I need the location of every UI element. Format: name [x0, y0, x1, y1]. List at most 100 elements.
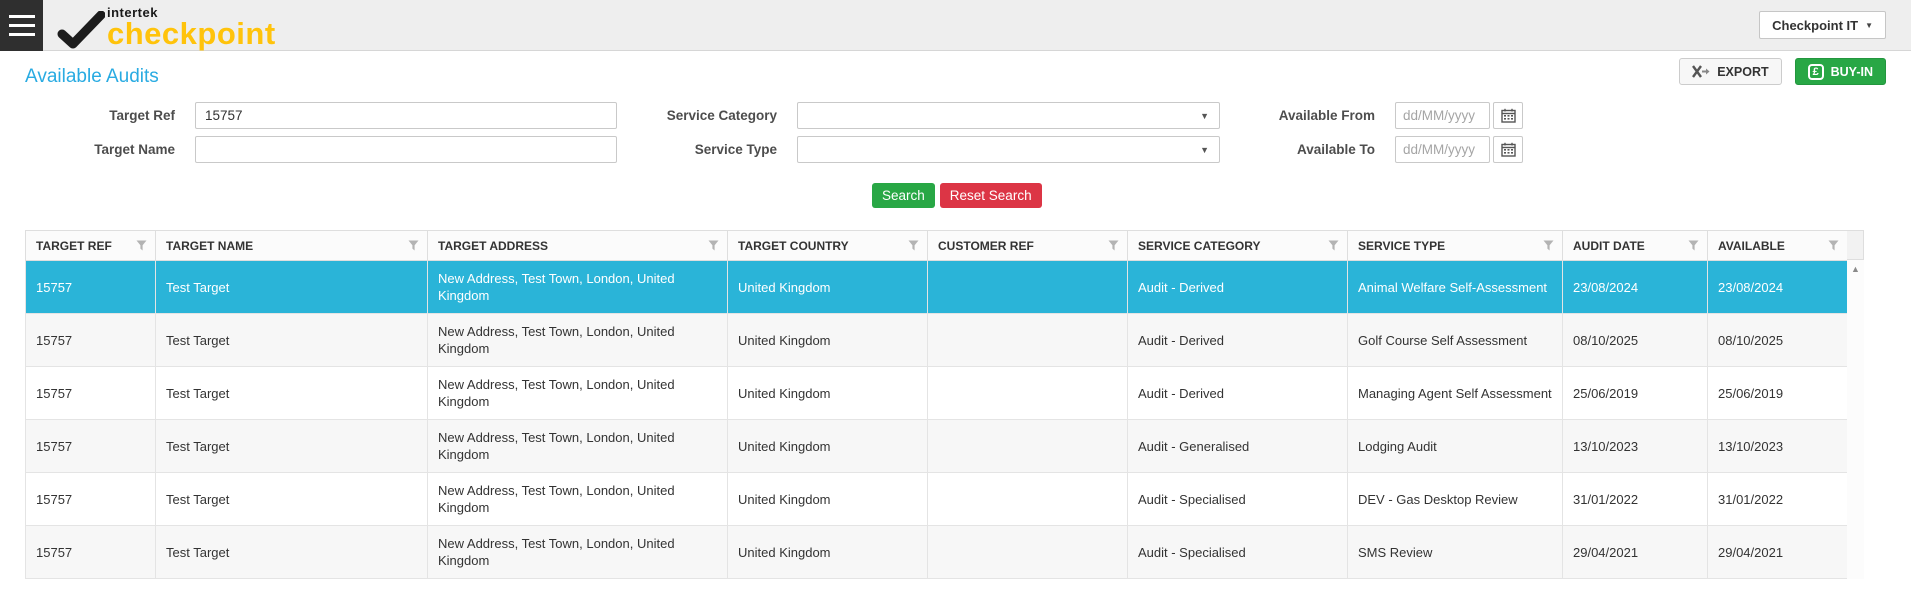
table-cell[interactable]: Test Target [155, 366, 428, 420]
column-header[interactable]: TARGET REF [25, 230, 156, 261]
pound-icon: £ [1807, 63, 1824, 80]
table-cell[interactable]: 15757 [25, 419, 156, 473]
table-cell[interactable]: New Address, Test Town, London, United K… [427, 472, 728, 526]
table-cell[interactable]: 23/08/2024 [1707, 260, 1848, 314]
table-cell[interactable]: Audit - Derived [1127, 313, 1348, 367]
filter-icon[interactable] [1108, 240, 1119, 251]
target-name-input[interactable] [195, 136, 617, 163]
column-header[interactable]: AVAILABLE [1707, 230, 1848, 261]
service-type-select[interactable]: ▼ [797, 136, 1220, 163]
table-cell[interactable]: Test Target [155, 260, 428, 314]
filter-icon[interactable] [908, 240, 919, 251]
table-cell[interactable]: Managing Agent Self Assessment [1347, 366, 1563, 420]
table-cell[interactable]: 08/10/2025 [1562, 313, 1708, 367]
menu-icon [8, 14, 35, 18]
table-row[interactable]: 15757 Test Target New Address, Test Town, … [25, 366, 1848, 420]
filter-icon[interactable] [1328, 240, 1339, 251]
filter-icon[interactable] [136, 240, 147, 251]
search-button[interactable]: Search [872, 183, 935, 208]
buy-in-label: BUY-IN [1830, 64, 1873, 79]
caret-down-icon: ▼ [1200, 145, 1209, 155]
table-cell[interactable]: Golf Course Self Assessment [1347, 313, 1563, 367]
table-header-row: TARGET REF TARGET NAME TARGET ADDRESS TA… [25, 230, 1848, 261]
table-cell[interactable]: 25/06/2019 [1562, 366, 1708, 420]
table-cell[interactable] [927, 472, 1128, 526]
table-scrollbar[interactable]: ▲ [1847, 230, 1864, 579]
target-name-label: Target Name [94, 142, 175, 157]
table-cell[interactable]: New Address, Test Town, London, United K… [427, 260, 728, 314]
column-header[interactable]: TARGET ADDRESS [427, 230, 728, 261]
table-cell[interactable] [927, 366, 1128, 420]
table-cell[interactable]: Test Target [155, 472, 428, 526]
table-cell[interactable]: New Address, Test Town, London, United K… [427, 419, 728, 473]
table-cell[interactable]: New Address, Test Town, London, United K… [427, 313, 728, 367]
column-header[interactable]: CUSTOMER REF [927, 230, 1128, 261]
table-cell[interactable]: 31/01/2022 [1707, 472, 1848, 526]
filter-icon[interactable] [1688, 240, 1699, 251]
table-cell[interactable]: United Kingdom [727, 313, 928, 367]
available-from-calendar-button[interactable] [1493, 102, 1523, 129]
column-header[interactable]: SERVICE CATEGORY [1127, 230, 1348, 261]
target-ref-input[interactable] [195, 102, 617, 129]
table-cell[interactable] [927, 313, 1128, 367]
table-cell[interactable]: Animal Welfare Self-Assessment [1347, 260, 1563, 314]
table-cell[interactable]: Audit - Derived [1127, 366, 1348, 420]
table-cell[interactable]: New Address, Test Town, London, United K… [427, 366, 728, 420]
table-cell[interactable]: 15757 [25, 313, 156, 367]
column-header[interactable]: AUDIT DATE [1562, 230, 1708, 261]
reset-search-button[interactable]: Reset Search [939, 183, 1042, 208]
table-cell[interactable]: 13/10/2023 [1707, 419, 1848, 473]
table-cell[interactable] [927, 525, 1128, 579]
table-cell[interactable]: Test Target [155, 525, 428, 579]
table-cell[interactable]: 08/10/2025 [1707, 313, 1848, 367]
available-from-input[interactable] [1395, 102, 1490, 129]
table-cell[interactable]: Audit - Specialised [1127, 472, 1348, 526]
table-cell[interactable]: 31/01/2022 [1562, 472, 1708, 526]
table-cell[interactable]: Test Target [155, 313, 428, 367]
buy-in-button[interactable]: £ BUY-IN [1794, 58, 1886, 85]
column-header[interactable]: TARGET NAME [155, 230, 428, 261]
table-row[interactable]: 15757 Test Target New Address, Test Town, … [25, 419, 1848, 473]
table-row[interactable]: 15757 Test Target New Address, Test Town, … [25, 525, 1848, 579]
table-cell[interactable]: DEV - Gas Desktop Review [1347, 472, 1563, 526]
table-cell[interactable]: Lodging Audit [1347, 419, 1563, 473]
column-header[interactable]: SERVICE TYPE [1347, 230, 1563, 261]
table-row[interactable]: 15757 Test Target New Address, Test Town, … [25, 260, 1848, 314]
table-cell[interactable]: Audit - Specialised [1127, 525, 1348, 579]
table-cell[interactable]: 15757 [25, 472, 156, 526]
table-cell[interactable]: New Address, Test Town, London, United K… [427, 525, 728, 579]
table-cell[interactable]: Test Target [155, 419, 428, 473]
table-cell[interactable]: Audit - Generalised [1127, 419, 1348, 473]
column-header[interactable]: TARGET COUNTRY [727, 230, 928, 261]
table-cell[interactable]: 15757 [25, 260, 156, 314]
service-category-select[interactable]: ▼ [797, 102, 1220, 129]
export-button[interactable]: EXPORT [1679, 58, 1782, 85]
table-cell[interactable]: SMS Review [1347, 525, 1563, 579]
scrollbar-track[interactable]: ▲ [1847, 260, 1864, 579]
table-cell[interactable]: United Kingdom [727, 260, 928, 314]
table-row[interactable]: 15757 Test Target New Address, Test Town, … [25, 472, 1848, 526]
hamburger-menu-button[interactable] [0, 0, 43, 51]
available-to-input[interactable] [1395, 136, 1490, 163]
table-row[interactable]: 15757 Test Target New Address, Test Town, … [25, 313, 1848, 367]
available-to-calendar-button[interactable] [1493, 136, 1523, 163]
table-cell[interactable]: 15757 [25, 366, 156, 420]
filter-icon[interactable] [408, 240, 419, 251]
table-cell[interactable]: 23/08/2024 [1562, 260, 1708, 314]
table-cell[interactable]: United Kingdom [727, 472, 928, 526]
user-menu-button[interactable]: Checkpoint IT ▼ [1759, 11, 1886, 39]
table-cell[interactable]: United Kingdom [727, 366, 928, 420]
filter-icon[interactable] [1828, 240, 1839, 251]
table-cell[interactable]: Audit - Derived [1127, 260, 1348, 314]
table-cell[interactable]: 29/04/2021 [1562, 525, 1708, 579]
table-cell[interactable] [927, 419, 1128, 473]
table-cell[interactable]: United Kingdom [727, 525, 928, 579]
table-cell[interactable]: 29/04/2021 [1707, 525, 1848, 579]
filter-icon[interactable] [708, 240, 719, 251]
table-cell[interactable]: 25/06/2019 [1707, 366, 1848, 420]
table-cell[interactable]: United Kingdom [727, 419, 928, 473]
filter-icon[interactable] [1543, 240, 1554, 251]
table-cell[interactable] [927, 260, 1128, 314]
table-cell[interactable]: 15757 [25, 525, 156, 579]
table-cell[interactable]: 13/10/2023 [1562, 419, 1708, 473]
